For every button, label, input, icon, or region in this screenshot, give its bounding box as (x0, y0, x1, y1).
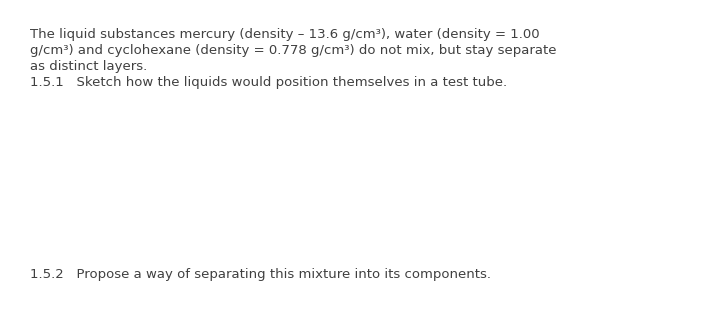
Text: as distinct layers.: as distinct layers. (30, 60, 147, 73)
Text: 1.5.1   Sketch how the liquids would position themselves in a test tube.: 1.5.1 Sketch how the liquids would posit… (30, 76, 507, 89)
Text: 1.5.2   Propose a way of separating this mixture into its components.: 1.5.2 Propose a way of separating this m… (30, 268, 491, 281)
Text: The liquid substances mercury (density – 13.6 g/cm³), water (density = 1.00: The liquid substances mercury (density –… (30, 28, 540, 41)
Text: g/cm³) and cyclohexane (density = 0.778 g/cm³) do not mix, but stay separate: g/cm³) and cyclohexane (density = 0.778 … (30, 44, 556, 57)
